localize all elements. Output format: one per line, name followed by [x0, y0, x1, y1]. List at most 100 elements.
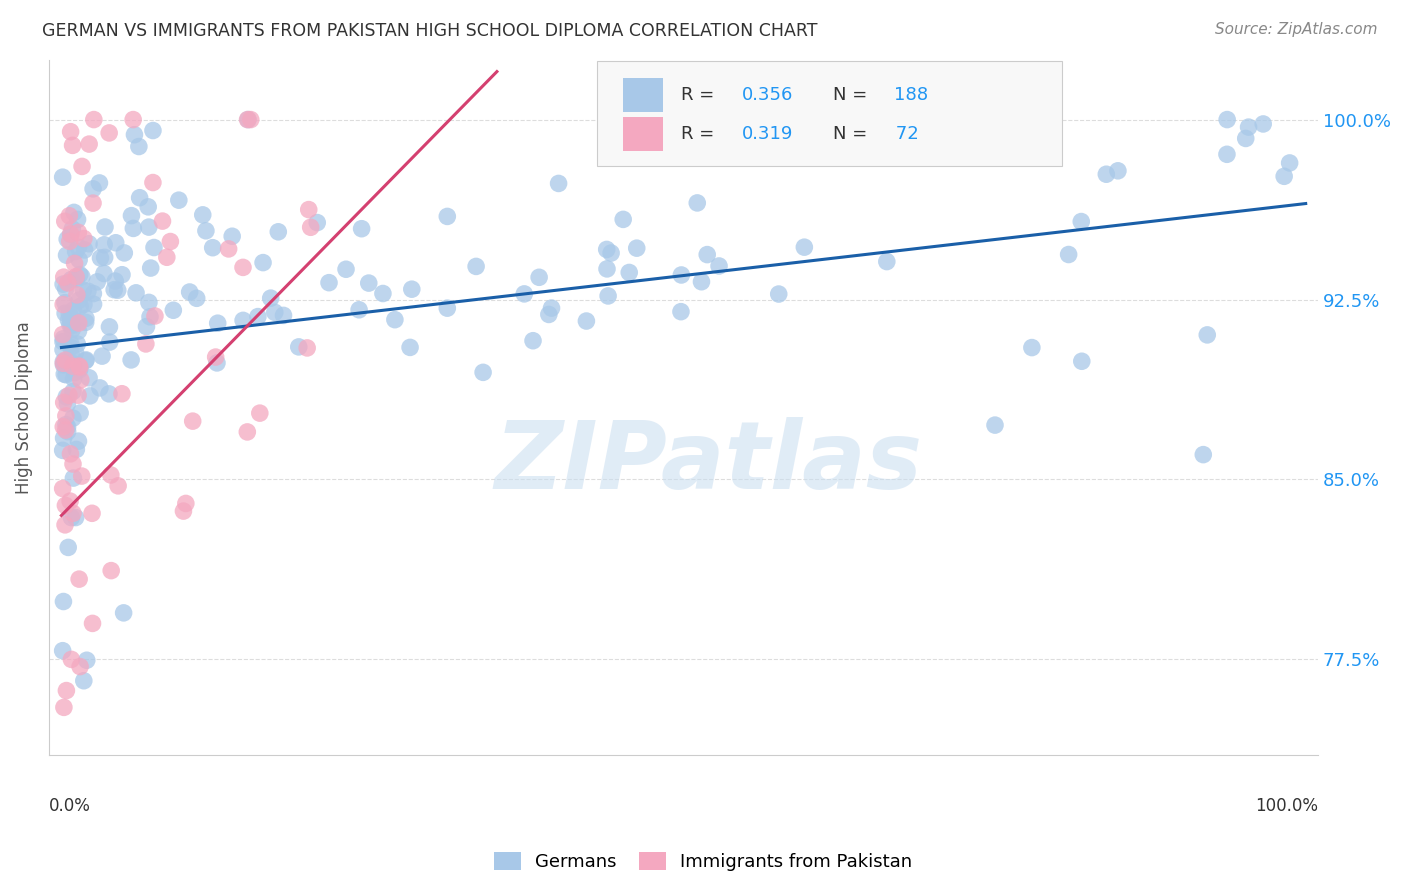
Point	[696, 247, 718, 261]
Point	[77, 371, 100, 385]
Point	[62, 471, 84, 485]
Point	[67, 388, 90, 402]
Point	[75, 311, 97, 326]
Point	[186, 291, 208, 305]
Point	[62, 357, 84, 371]
Point	[135, 337, 157, 351]
Point	[522, 334, 544, 348]
Point	[1278, 156, 1301, 170]
Point	[1095, 167, 1118, 181]
Y-axis label: High School Diploma: High School Diploma	[15, 321, 32, 494]
Point	[52, 297, 75, 311]
Point	[59, 227, 82, 242]
Point	[59, 125, 82, 139]
Point	[93, 251, 115, 265]
Point	[111, 268, 134, 282]
Point	[52, 334, 75, 349]
Point	[56, 276, 79, 290]
Point	[91, 349, 114, 363]
Point	[60, 652, 83, 666]
Point	[69, 360, 91, 375]
Point	[65, 345, 87, 359]
Point	[1192, 448, 1215, 462]
Point	[67, 324, 90, 338]
Point	[876, 254, 898, 268]
Point	[65, 442, 87, 457]
Point	[62, 384, 84, 399]
Point	[263, 305, 285, 319]
Text: 72: 72	[890, 125, 920, 143]
Point	[52, 643, 75, 657]
Point	[162, 303, 184, 318]
Point	[93, 267, 115, 281]
Point	[79, 389, 101, 403]
Point	[1057, 247, 1080, 261]
Point	[58, 209, 80, 223]
Point	[107, 283, 129, 297]
Point	[619, 265, 641, 279]
Point	[67, 240, 90, 254]
Point	[371, 286, 394, 301]
Point	[172, 504, 194, 518]
Point	[792, 112, 814, 127]
Point	[1272, 169, 1295, 184]
Point	[107, 479, 129, 493]
Point	[60, 311, 83, 326]
Point	[60, 349, 83, 363]
Point	[63, 366, 86, 380]
Point	[98, 126, 121, 140]
Point	[55, 417, 77, 432]
Point	[335, 262, 357, 277]
Point	[67, 572, 90, 586]
Point	[527, 270, 550, 285]
Point	[73, 231, 96, 245]
Point	[69, 659, 91, 673]
Point	[1021, 341, 1043, 355]
FancyBboxPatch shape	[623, 78, 664, 112]
Point	[65, 510, 87, 524]
Point	[53, 517, 76, 532]
Text: 0.356: 0.356	[742, 87, 793, 104]
Point	[75, 352, 97, 367]
Point	[143, 240, 166, 254]
Point	[260, 291, 283, 305]
Point	[142, 176, 165, 190]
Point	[62, 457, 84, 471]
Point	[70, 269, 93, 284]
Point	[1216, 112, 1239, 127]
Point	[59, 494, 82, 508]
Point	[295, 341, 318, 355]
Point	[69, 406, 91, 420]
Point	[94, 219, 117, 234]
Point	[67, 225, 90, 239]
Point	[142, 123, 165, 137]
Legend: Germans, Immigrants from Pakistan: Germans, Immigrants from Pakistan	[486, 846, 920, 879]
Text: 100.0%: 100.0%	[1256, 797, 1319, 815]
Point	[72, 283, 94, 297]
Point	[59, 447, 82, 461]
Point	[246, 310, 269, 324]
Point	[100, 467, 122, 482]
Point	[112, 246, 135, 260]
Point	[59, 235, 82, 249]
Point	[80, 506, 103, 520]
Point	[83, 112, 105, 127]
Point	[156, 250, 179, 264]
Point	[201, 241, 224, 255]
Point	[53, 357, 76, 371]
Point	[76, 653, 98, 667]
Point	[67, 293, 90, 308]
Point	[83, 297, 105, 311]
Point	[547, 177, 569, 191]
Point	[122, 221, 145, 235]
Point	[686, 195, 709, 210]
Point	[62, 371, 84, 385]
Point	[73, 673, 96, 688]
Point	[111, 386, 134, 401]
Point	[67, 434, 90, 449]
Point	[59, 340, 82, 354]
Point	[65, 244, 87, 259]
Point	[288, 340, 311, 354]
Point	[194, 224, 217, 238]
Point	[984, 418, 1007, 433]
